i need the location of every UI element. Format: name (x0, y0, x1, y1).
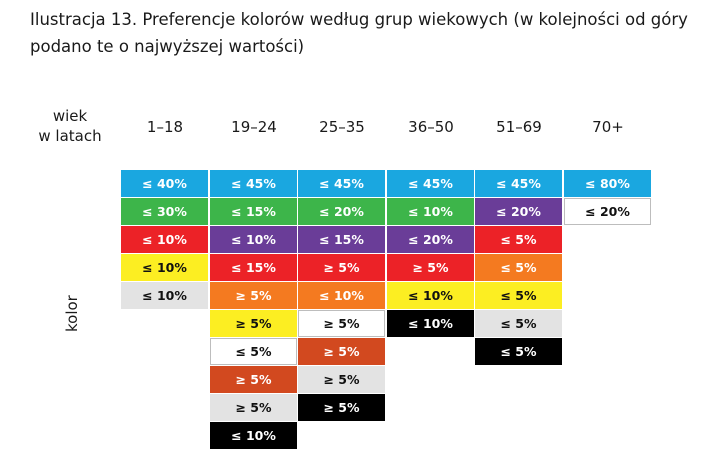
color-cell-blue: ≤ 80% (564, 170, 651, 197)
color-cell-brown: ≥ 5% (298, 338, 385, 365)
color-cell-black: ≤ 10% (210, 422, 297, 449)
color-axis-label: kolor (63, 295, 81, 332)
color-cell-light-gray: ≥ 5% (210, 394, 297, 421)
color-cell-red: ≤ 5% (475, 226, 562, 253)
color-cell-light-gray: ≤ 10% (121, 282, 208, 309)
color-cell-yellow: ≤ 10% (121, 254, 208, 281)
chart-title-line-1: Ilustracja 13. Preferencje kolorów wedłu… (30, 10, 688, 29)
color-cell-blue: ≤ 45% (298, 170, 385, 197)
age-group-label: 70+ (592, 118, 624, 136)
color-cell-purple: ≤ 20% (475, 198, 562, 225)
age-group-label: 36–50 (408, 118, 454, 136)
color-cell-blue: ≤ 40% (121, 170, 208, 197)
color-cell-light-gray: ≤ 5% (475, 310, 562, 337)
chart-title: Ilustracja 13. Preferencje kolorów wedłu… (30, 6, 710, 60)
color-cell-blue: ≤ 45% (210, 170, 297, 197)
age-axis-label-line-1: wiek (52, 107, 88, 125)
color-cell-white: ≥ 5% (298, 310, 385, 337)
color-cell-red: ≤ 10% (121, 226, 208, 253)
age-group-label: 51–69 (496, 118, 542, 136)
chart-title-line-2: podano te o najwyższej wartości) (30, 37, 305, 56)
age-group-label: 1–18 (146, 118, 184, 136)
color-cell-green: ≤ 15% (210, 198, 297, 225)
age-group-label: 25–35 (319, 118, 365, 136)
color-cell-green: ≤ 10% (387, 198, 474, 225)
color-cell-yellow: ≤ 5% (475, 282, 562, 309)
color-cell-light-gray: ≥ 5% (298, 366, 385, 393)
color-cell-orange: ≤ 10% (298, 282, 385, 309)
color-cell-purple: ≤ 10% (210, 226, 297, 253)
age-axis-label-line-2: w latach (38, 127, 102, 145)
color-cell-purple: ≤ 15% (298, 226, 385, 253)
age-axis-label: wiek w latach (30, 106, 110, 146)
color-cell-blue: ≤ 45% (475, 170, 562, 197)
color-cell-black: ≤ 10% (387, 310, 474, 337)
color-cell-white: ≤ 5% (210, 338, 297, 365)
color-cell-orange: ≤ 5% (475, 254, 562, 281)
color-cell-green: ≤ 20% (298, 198, 385, 225)
color-cell-blue: ≤ 45% (387, 170, 474, 197)
color-cell-black: ≤ 5% (475, 338, 562, 365)
color-cell-orange: ≥ 5% (210, 282, 297, 309)
age-group-label: 19–24 (231, 118, 277, 136)
color-cell-white: ≤ 20% (564, 198, 651, 225)
color-cell-red: ≥ 5% (298, 254, 385, 281)
color-cell-red: ≤ 15% (210, 254, 297, 281)
color-cell-black: ≥ 5% (298, 394, 385, 421)
color-cell-green: ≤ 30% (121, 198, 208, 225)
color-cell-purple: ≤ 20% (387, 226, 474, 253)
color-cell-yellow: ≤ 10% (387, 282, 474, 309)
color-cell-yellow: ≥ 5% (210, 310, 297, 337)
color-cell-brown: ≥ 5% (210, 366, 297, 393)
color-cell-red: ≥ 5% (387, 254, 474, 281)
